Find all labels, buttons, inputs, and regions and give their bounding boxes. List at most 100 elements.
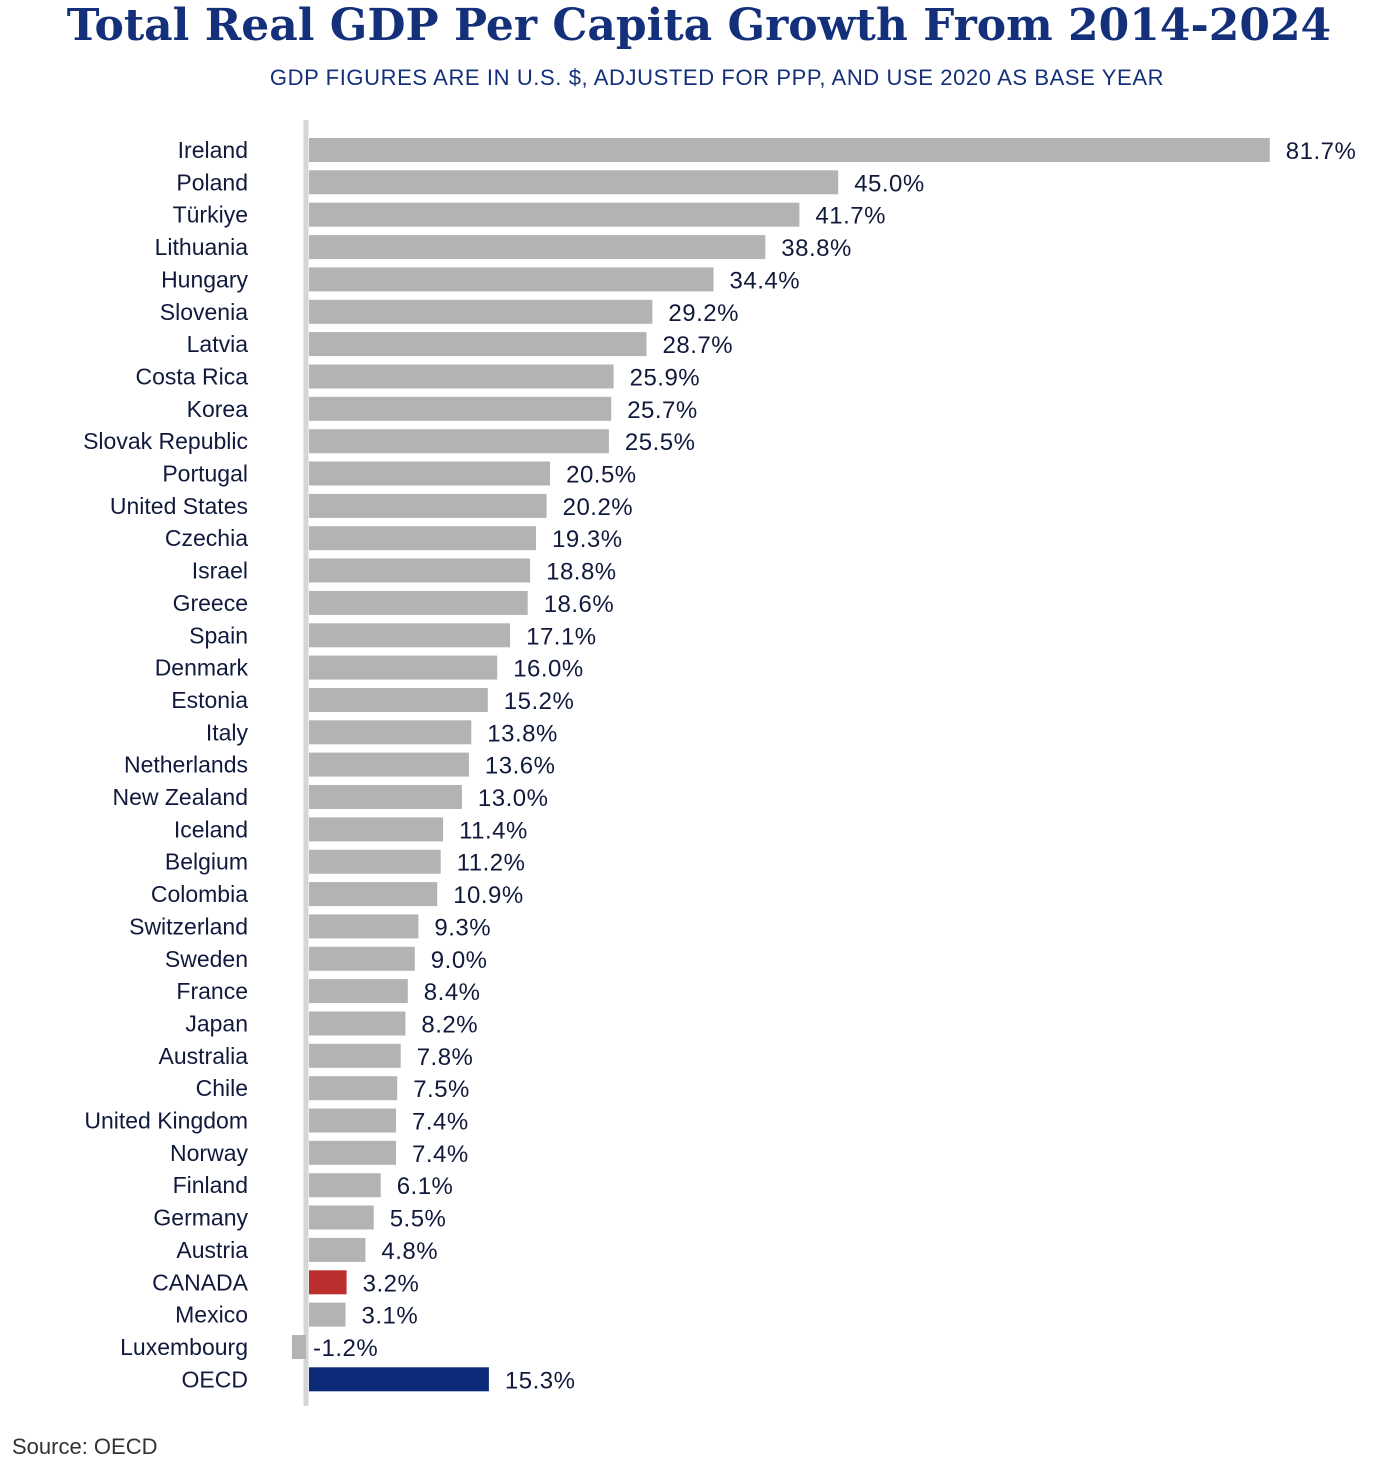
value-label-portugal: 20.5% (566, 462, 637, 489)
value-label-united-kingdom: 7.4% (412, 1109, 469, 1136)
category-label-slovenia: Slovenia (160, 299, 248, 325)
category-label-costa-rica: Costa Rica (136, 363, 249, 389)
bar-colombia (309, 882, 438, 907)
category-label-mexico: Mexico (175, 1302, 248, 1328)
category-label-netherlands: Netherlands (124, 752, 248, 778)
value-label-greece: 18.6% (544, 591, 615, 618)
category-label-finland: Finland (173, 1172, 248, 1198)
bar-united-kingdom (309, 1108, 396, 1133)
category-label-israel: Israel (192, 558, 248, 584)
category-label-new-zealand: New Zealand (112, 784, 248, 810)
bar-denmark (309, 655, 498, 680)
value-label-spain: 17.1% (526, 623, 597, 650)
value-label-slovenia: 29.2% (668, 300, 739, 327)
bar-germany (309, 1205, 374, 1230)
value-label-estonia: 15.2% (504, 688, 575, 715)
value-label-latvia: 28.7% (663, 332, 734, 359)
value-label-czechia: 19.3% (552, 526, 623, 553)
bar-israel (309, 558, 531, 583)
bar-poland (309, 170, 839, 195)
bar-slovenia (309, 299, 653, 324)
bar-switzerland (309, 914, 419, 939)
value-label-slovak-republic: 25.5% (625, 429, 696, 456)
category-label-portugal: Portugal (162, 461, 248, 487)
value-label-germany: 5.5% (390, 1206, 447, 1233)
value-label-oecd: 15.3% (505, 1367, 576, 1394)
value-label-costa-rica: 25.9% (630, 364, 701, 391)
bar-australia (309, 1043, 401, 1068)
bar-spain (309, 623, 511, 648)
value-label-austria: 4.8% (381, 1238, 438, 1265)
category-label-t-rkiye: Türkiye (173, 202, 248, 228)
value-label-t-rkiye: 41.7% (815, 203, 886, 230)
category-label-canada: CANADA (152, 1269, 249, 1295)
bar-new-zealand (309, 785, 462, 809)
value-label-denmark: 16.0% (513, 656, 584, 683)
category-label-switzerland: Switzerland (129, 913, 248, 939)
value-label-lithuania: 38.8% (781, 235, 852, 262)
chart-subtitle: GDP FIGURES ARE IN U.S. $, ADJUSTED FOR … (269, 65, 1165, 90)
category-label-greece: Greece (173, 590, 248, 616)
value-label-finland: 6.1% (397, 1173, 454, 1200)
value-label-hungary: 34.4% (730, 267, 801, 294)
bar-latvia (309, 332, 647, 357)
bar-canada (309, 1270, 347, 1295)
bar-estonia (309, 688, 488, 712)
category-label-australia: Australia (159, 1043, 249, 1069)
value-label-poland: 45.0% (854, 170, 925, 197)
category-label-united-kingdom: United Kingdom (84, 1108, 248, 1134)
value-label-norway: 7.4% (412, 1141, 469, 1168)
value-label-ireland: 81.7% (1286, 138, 1357, 165)
value-label-new-zealand: 13.0% (478, 785, 549, 812)
category-label-luxembourg: Luxembourg (120, 1334, 248, 1360)
category-label-korea: Korea (187, 396, 249, 422)
value-label-sweden: 9.0% (431, 947, 488, 974)
bar-netherlands (309, 752, 469, 777)
source-note: Source: OECD (12, 1434, 158, 1459)
category-label-norway: Norway (170, 1140, 248, 1166)
bar-greece (309, 590, 528, 615)
bar-norway (309, 1140, 396, 1165)
bar-france (309, 979, 408, 1004)
bar-united-states (309, 493, 547, 518)
category-label-hungary: Hungary (161, 266, 248, 292)
bar-japan (309, 1011, 406, 1036)
value-label-japan: 8.2% (421, 1011, 478, 1038)
bar-chart: Ireland 81.7% Poland 45.0% Türkiye 41.7% Lithu… (83, 120, 1356, 1406)
value-label-luxembourg: -1.2% (313, 1335, 378, 1362)
value-label-colombia: 10.9% (453, 882, 524, 909)
category-label-ireland: Ireland (178, 137, 248, 163)
value-label-switzerland: 9.3% (434, 914, 491, 941)
category-label-japan: Japan (185, 1010, 248, 1036)
bar-portugal (309, 461, 551, 486)
category-label-latvia: Latvia (187, 331, 249, 357)
bar-slovak-republic (309, 429, 609, 454)
category-label-poland: Poland (176, 169, 248, 195)
category-label-spain: Spain (189, 622, 248, 648)
bar-austria (309, 1237, 366, 1262)
category-label-sweden: Sweden (165, 946, 248, 972)
value-label-mexico: 3.1% (362, 1303, 419, 1330)
value-label-israel: 18.8% (546, 559, 617, 586)
value-label-iceland: 11.4% (459, 817, 528, 844)
category-label-germany: Germany (153, 1205, 248, 1231)
value-label-italy: 13.8% (487, 720, 558, 747)
category-label-italy: Italy (206, 719, 249, 745)
category-label-united-states: United States (110, 493, 248, 519)
value-label-france: 8.4% (424, 979, 481, 1006)
bars-group: Ireland 81.7% Poland 45.0% Türkiye 41.7% Lithu… (83, 137, 1356, 1394)
bar-mexico (309, 1302, 346, 1327)
value-label-korea: 25.7% (627, 397, 698, 424)
bar-finland (309, 1173, 381, 1198)
bar-ireland (309, 138, 1270, 162)
category-label-iceland: Iceland (174, 816, 248, 842)
bar-italy (309, 720, 472, 745)
bar-czechia (309, 526, 536, 551)
category-label-lithuania: Lithuania (155, 234, 249, 260)
category-label-chile: Chile (196, 1075, 248, 1101)
value-label-chile: 7.5% (413, 1076, 470, 1103)
value-label-belgium: 11.2% (457, 850, 526, 877)
bar-iceland (309, 817, 444, 842)
category-label-estonia: Estonia (171, 687, 248, 713)
chart-title: Total Real GDP Per Capita Growth From 20… (66, 0, 1332, 51)
